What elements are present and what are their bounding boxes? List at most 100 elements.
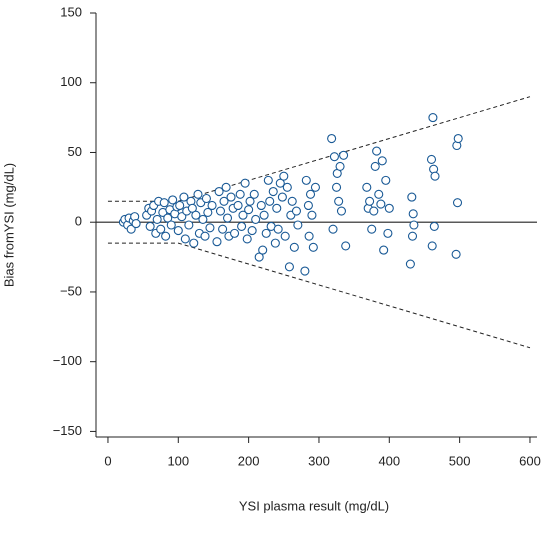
point xyxy=(131,219,141,229)
point xyxy=(237,221,247,231)
point xyxy=(329,152,339,162)
y-tick-label: 100 xyxy=(60,74,82,89)
point xyxy=(230,228,240,238)
point xyxy=(370,161,380,171)
point xyxy=(212,237,222,247)
point xyxy=(301,175,311,185)
point xyxy=(300,266,310,276)
point xyxy=(331,182,342,192)
point xyxy=(214,186,224,197)
x-tick-label: 100 xyxy=(167,453,189,468)
point xyxy=(268,186,278,197)
point xyxy=(163,213,173,223)
point xyxy=(409,220,419,230)
x-tick-label: 400 xyxy=(378,453,400,468)
point xyxy=(287,196,297,206)
x-tick-label: 300 xyxy=(308,453,330,468)
y-tick-label: 150 xyxy=(60,4,82,19)
point xyxy=(247,226,257,236)
point xyxy=(310,182,320,192)
point xyxy=(238,210,248,220)
point xyxy=(365,196,375,206)
point xyxy=(240,178,250,188)
point xyxy=(336,206,347,216)
point xyxy=(304,231,314,241)
point xyxy=(374,189,384,199)
x-tick-label: 200 xyxy=(238,453,260,468)
point xyxy=(305,189,316,199)
point xyxy=(284,262,294,272)
point xyxy=(289,242,299,252)
point xyxy=(244,205,254,215)
y-tick-label: −100 xyxy=(53,353,82,368)
point xyxy=(430,171,440,181)
y-axis-title: Bias fromYSI (mg/dL) xyxy=(1,163,16,287)
point xyxy=(307,210,317,220)
point xyxy=(191,210,201,220)
point xyxy=(221,182,231,192)
point xyxy=(381,175,391,185)
point xyxy=(205,223,215,233)
point xyxy=(303,200,313,211)
point xyxy=(200,231,210,241)
point xyxy=(179,192,189,202)
point xyxy=(429,221,439,231)
point xyxy=(193,189,203,199)
y-tick-label: −50 xyxy=(60,283,82,298)
y-tick-label: −150 xyxy=(53,423,82,438)
point xyxy=(233,200,243,211)
y-tick-label: 50 xyxy=(68,144,82,159)
point xyxy=(427,241,437,251)
point xyxy=(187,203,197,213)
point xyxy=(168,195,178,205)
point xyxy=(203,207,213,217)
point xyxy=(258,245,268,255)
x-tick-label: 0 xyxy=(104,453,111,468)
point xyxy=(272,203,282,213)
point xyxy=(145,221,155,231)
point xyxy=(259,210,269,220)
point xyxy=(207,200,217,211)
point xyxy=(408,209,418,219)
point xyxy=(184,220,194,230)
point xyxy=(180,234,190,244)
point xyxy=(173,226,183,236)
point xyxy=(256,200,266,211)
point xyxy=(405,259,415,269)
point xyxy=(273,224,283,234)
point xyxy=(166,220,176,230)
point xyxy=(369,206,379,216)
point xyxy=(189,238,199,248)
point xyxy=(279,171,289,181)
point xyxy=(126,224,136,234)
point xyxy=(428,113,438,123)
point xyxy=(376,199,386,209)
point xyxy=(222,213,233,223)
y-tick-label: 0 xyxy=(75,214,82,229)
point xyxy=(215,206,226,216)
point xyxy=(270,238,280,248)
point xyxy=(177,212,187,222)
x-tick-label: 600 xyxy=(519,453,541,468)
point xyxy=(362,182,372,192)
x-axis-title: YSI plasma result (mg/dL) xyxy=(239,498,389,513)
point xyxy=(407,231,418,241)
x-tick-label: 500 xyxy=(449,453,471,468)
point xyxy=(201,193,211,204)
point xyxy=(282,182,292,192)
point xyxy=(379,245,389,255)
point xyxy=(367,224,377,234)
limit-line xyxy=(107,242,531,349)
point xyxy=(219,196,229,206)
point xyxy=(377,156,387,166)
point xyxy=(261,228,271,238)
point xyxy=(383,228,393,238)
point xyxy=(245,196,255,206)
point xyxy=(198,214,208,224)
point xyxy=(452,198,463,208)
point xyxy=(384,203,394,213)
point xyxy=(426,154,437,164)
point xyxy=(275,178,285,188)
point xyxy=(280,231,290,241)
